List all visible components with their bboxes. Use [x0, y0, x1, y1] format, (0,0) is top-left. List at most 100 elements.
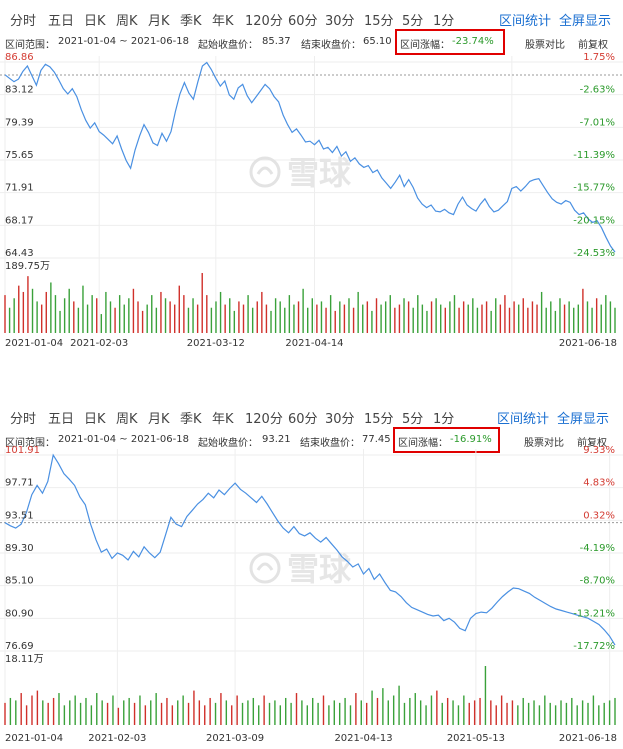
change-value: -23.74% — [452, 36, 494, 47]
tab-fenshi[interactable]: 分时 — [10, 14, 37, 29]
volume-bar — [522, 697, 524, 725]
tab-30fen[interactable]: 30分 — [325, 412, 355, 427]
tab-rik[interactable]: 日K — [84, 412, 106, 427]
tab-120fen[interactable]: 120分 — [245, 14, 283, 29]
tab-zhouk[interactable]: 周K — [116, 412, 138, 427]
tab-jik[interactable]: 季K — [180, 14, 202, 29]
compare-stock-link[interactable]: 股票对比 — [525, 40, 565, 51]
tab-yuek[interactable]: 月K — [148, 14, 170, 29]
tab-60fen[interactable]: 60分 — [288, 412, 318, 427]
y-axis-label: 64.43 — [5, 248, 34, 259]
volume-bar — [279, 705, 282, 725]
volume-bar — [538, 705, 541, 725]
tab-wuri[interactable]: 五日 — [48, 412, 75, 427]
volume-bar — [325, 307, 327, 333]
y-axis-label: 85.10 — [5, 576, 34, 587]
volume-bar — [387, 700, 389, 725]
volume-bar — [603, 702, 605, 725]
fullscreen-link[interactable]: 全屏显示 — [559, 14, 612, 29]
volume-bar — [554, 705, 557, 725]
volume-bar — [118, 295, 121, 333]
adjust-mode-link[interactable]: 前复权 — [578, 40, 608, 51]
y-axis-label: 97.71 — [5, 478, 34, 489]
x-axis-label: 2021-01-04 — [5, 338, 63, 349]
volume-bar — [430, 301, 433, 333]
pct-axis-label: 9.33% — [583, 445, 615, 456]
volume-bar — [290, 702, 292, 725]
volume-bar — [263, 695, 265, 725]
volume-max-label: 189.75万 — [5, 261, 50, 272]
volume-bar — [316, 304, 318, 333]
tab-1fen[interactable]: 1分 — [433, 412, 455, 427]
range-stats-link[interactable]: 区间统计 — [499, 14, 552, 29]
watermark-text: 雪球 — [287, 550, 352, 588]
volume-bar — [224, 304, 226, 333]
tab-15fen[interactable]: 15分 — [364, 14, 394, 29]
volume-bar — [137, 301, 139, 333]
volume-bar — [307, 307, 309, 333]
tab-yuek[interactable]: 月K — [148, 412, 170, 427]
volume-bar — [571, 697, 573, 725]
volume-bar — [171, 705, 174, 725]
volume-bar — [155, 693, 157, 725]
tab-zhouk[interactable]: 周K — [116, 14, 138, 29]
volume-bar — [362, 304, 364, 333]
volume-bar — [258, 705, 260, 725]
volume-bar — [4, 295, 6, 333]
tab-30fen[interactable]: 30分 — [325, 14, 355, 29]
volume-bar — [247, 700, 249, 725]
range-value: 2021-01-04 ~ 2021-06-18 — [58, 434, 189, 445]
tab-fenshi[interactable]: 分时 — [10, 412, 37, 427]
volume-bar — [339, 301, 341, 333]
tab-wuri[interactable]: 五日 — [48, 14, 75, 29]
volume-bar — [476, 307, 479, 333]
volume-bar — [481, 304, 483, 333]
adjust-mode-link[interactable]: 前复权 — [577, 438, 607, 449]
volume-bar — [559, 298, 561, 333]
volume-bar — [517, 705, 519, 725]
volume-bar — [82, 285, 84, 333]
end-price-value: 65.10 — [363, 36, 392, 47]
volume-bar — [251, 307, 254, 333]
volume-bar — [531, 301, 534, 333]
tab-jik[interactable]: 季K — [180, 412, 202, 427]
compare-stock-link[interactable]: 股票对比 — [524, 438, 564, 449]
price-line — [4, 61, 616, 253]
x-axis-label: 2021-05-13 — [447, 733, 505, 744]
tab-niank[interactable]: 年K — [212, 14, 234, 29]
watermark-logo-icon — [249, 156, 281, 188]
y-axis-label: 93.51 — [5, 510, 34, 521]
x-axis-label: 2021-06-18 — [559, 733, 617, 744]
tab-120fen[interactable]: 120分 — [245, 412, 283, 427]
volume-bar — [317, 702, 319, 725]
volume-bar — [58, 693, 60, 725]
highlight-box — [393, 427, 500, 453]
volume-bar — [220, 693, 222, 725]
volume-bar — [398, 304, 401, 333]
volume-bar — [352, 307, 355, 333]
tab-5fen[interactable]: 5分 — [402, 14, 424, 29]
volume-bar — [355, 693, 357, 725]
volume-bar — [549, 702, 551, 725]
volume-bar — [349, 705, 352, 725]
tab-rik[interactable]: 日K — [84, 14, 106, 29]
tab-15fen[interactable]: 15分 — [364, 412, 394, 427]
x-axis-label: 2021-04-14 — [285, 338, 343, 349]
tab-5fen[interactable]: 5分 — [402, 412, 424, 427]
fullscreen-link[interactable]: 全屏显示 — [557, 412, 610, 427]
tab-60fen[interactable]: 60分 — [288, 14, 318, 29]
volume-bar — [407, 301, 410, 333]
start-price-value: 93.21 — [262, 434, 291, 445]
volume-bar — [160, 702, 163, 725]
tab-niank[interactable]: 年K — [212, 412, 234, 427]
volume-bar — [403, 298, 405, 333]
volume-bar — [69, 700, 71, 725]
tab-1fen[interactable]: 1分 — [433, 14, 455, 29]
volume-bar — [490, 310, 492, 333]
pct-axis-label: 1.75% — [583, 52, 615, 63]
volume-bar — [500, 695, 503, 725]
volume-bar — [311, 697, 314, 725]
range-stats-link[interactable]: 区间统计 — [497, 412, 550, 427]
volume-bar — [421, 304, 424, 333]
volume-bar — [274, 298, 277, 333]
